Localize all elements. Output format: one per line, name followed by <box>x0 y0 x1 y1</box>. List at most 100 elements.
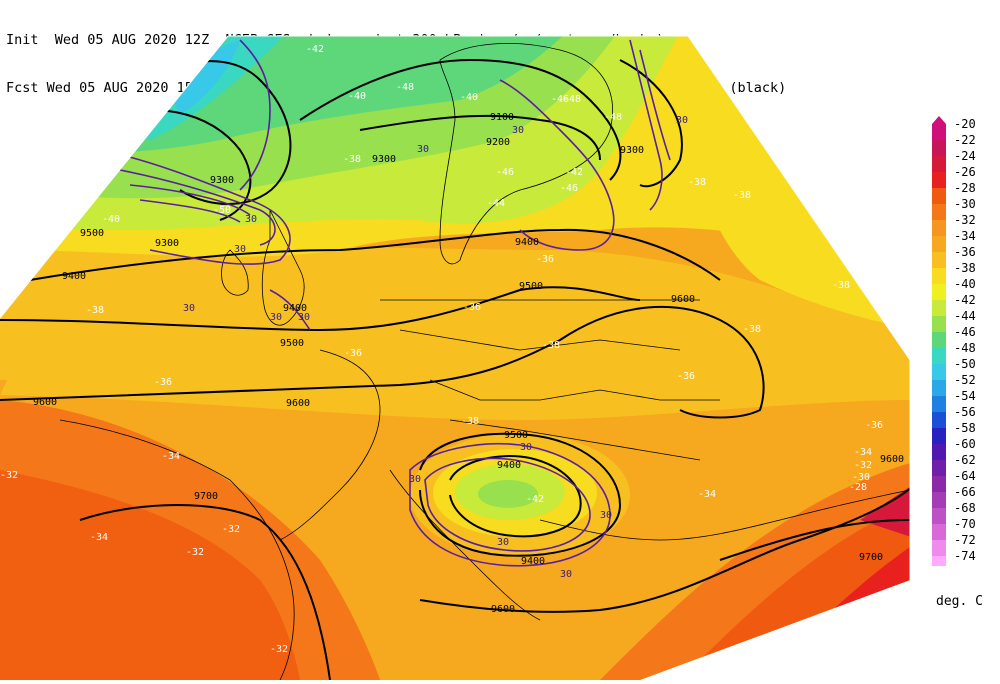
temp-label: -36 <box>463 302 481 313</box>
legend-label: -32 <box>954 213 976 227</box>
temp-label: -32 <box>0 470 18 481</box>
height-label: 9500 <box>504 430 528 441</box>
legend-label: -54 <box>954 389 976 403</box>
height-labels: 9300 9300 9400 9400 9500 9500 9600 9600 … <box>33 112 904 615</box>
temp-label: -38 <box>461 416 479 427</box>
height-label: 9600 <box>286 398 310 409</box>
legend-swatch <box>932 460 946 476</box>
legend-swatch <box>932 492 946 508</box>
legend-label: -68 <box>954 501 976 515</box>
legend-label: -24 <box>954 149 976 163</box>
legend-label: -44 <box>954 309 976 323</box>
temp-label: -40 <box>348 91 366 102</box>
height-label: 9300 <box>155 238 179 249</box>
wind-label: 30 <box>600 510 612 521</box>
wind-contours <box>99 39 903 567</box>
temp-label: -30 <box>852 472 870 483</box>
legend-label: -74 <box>954 549 976 563</box>
temp-label: -36 <box>154 377 172 388</box>
temp-label: -34 <box>162 451 180 462</box>
legend-swatch <box>932 236 946 252</box>
legend-label: -62 <box>954 453 976 467</box>
legend-label: -52 <box>954 373 976 387</box>
temp-label: -46 <box>551 94 569 105</box>
height-label: 9300 <box>210 175 234 186</box>
wind-label: 30 <box>298 312 310 323</box>
wind-label: 30 <box>183 303 195 314</box>
height-label: 9400 <box>521 556 545 567</box>
legend-swatch <box>932 268 946 284</box>
legend-label: -72 <box>954 533 976 547</box>
height-label: 9200 <box>486 137 510 148</box>
wind-label: 30 <box>676 115 688 126</box>
wind-labels: 30 30 30 30 30 30 30 30 30 30 30 30 30 <box>183 115 688 580</box>
temp-label: -50 <box>213 205 231 216</box>
legend-label: -40 <box>954 277 976 291</box>
height-label: 9400 <box>497 460 521 471</box>
temp-label: -48 <box>396 82 414 93</box>
wind-label: 30 <box>512 125 524 136</box>
temp-label: -48 <box>604 112 622 123</box>
legend-label: -48 <box>954 341 976 355</box>
legend-swatch <box>932 284 946 300</box>
temp-label: -32 <box>854 460 872 471</box>
temp-label: -32 <box>222 524 240 535</box>
legend-label: -60 <box>954 437 976 451</box>
temp-label: -42 <box>526 494 544 505</box>
legend-swatch <box>932 348 946 364</box>
legend-swatch <box>932 140 946 156</box>
wind-label: 30 <box>560 569 572 580</box>
temp-label: -36 <box>344 348 362 359</box>
temp-label: -44 <box>487 198 505 209</box>
temp-label: -38 <box>343 154 361 165</box>
wind-label: 30 <box>417 144 429 155</box>
wind-label: 30 <box>520 442 532 453</box>
temp-label: -38 <box>542 340 560 351</box>
temp-label: -28 <box>849 482 867 493</box>
legend-label: -56 <box>954 405 976 419</box>
temp-label: -42 <box>306 44 324 55</box>
legend-colorbar: -20 -22 -24 -26 -28 -30 -32 -34 -36 -38 -40 -42 -44 -… <box>932 116 976 572</box>
legend-swatch <box>932 300 946 316</box>
height-label: 9600 <box>671 294 695 305</box>
temp-label: -36 <box>865 420 883 431</box>
temp-label: -32 <box>270 644 288 655</box>
legend-swatch <box>932 332 946 348</box>
temp-label: -38 <box>832 280 850 291</box>
legend-label: -66 <box>954 485 976 499</box>
legend-label: -42 <box>954 293 976 307</box>
temp-label: -38 <box>743 324 761 335</box>
height-label: 9600 <box>491 604 515 615</box>
wind-label: 30 <box>234 244 246 255</box>
legend-swatch <box>932 316 946 332</box>
legend-label: -22 <box>954 133 976 147</box>
legend-units: deg. C <box>936 594 983 609</box>
temp-label: -40 <box>102 214 120 225</box>
height-label: 9300 <box>620 145 644 156</box>
wind-label: 30 <box>409 474 421 485</box>
temp-label: -36 <box>536 254 554 265</box>
legend-label: -58 <box>954 421 976 435</box>
temperature-legend: -20 -22 -24 -26 -28 -30 -32 -34 -36 -38 -40 -42 -44 -… <box>930 116 1000 572</box>
height-label: 9400 <box>62 271 86 282</box>
legend-swatch <box>932 412 946 428</box>
legend-swatch <box>932 476 946 492</box>
legend-label: -64 <box>954 469 976 483</box>
temperature-labels: -42 -48 -46 -40 -38 -38 -40 -38 -36 -38 … <box>0 44 883 655</box>
wind-label: 30 <box>270 312 282 323</box>
temp-label: -36 <box>677 371 695 382</box>
legend-swatch <box>932 428 946 444</box>
temp-label: -40 <box>460 92 478 103</box>
legend-swatch <box>932 524 946 540</box>
temp-label: -46 <box>560 183 578 194</box>
legend-swatch <box>932 364 946 380</box>
legend-label: -36 <box>954 245 976 259</box>
temp-label: -38 <box>86 305 104 316</box>
height-label: 9400 <box>283 303 307 314</box>
legend-label: -70 <box>954 517 976 531</box>
legend-swatch <box>932 204 946 220</box>
legend-swatch <box>932 556 946 572</box>
height-label: 9700 <box>859 552 883 563</box>
legend-swatch <box>932 156 946 172</box>
height-label: 9400 <box>515 237 539 248</box>
